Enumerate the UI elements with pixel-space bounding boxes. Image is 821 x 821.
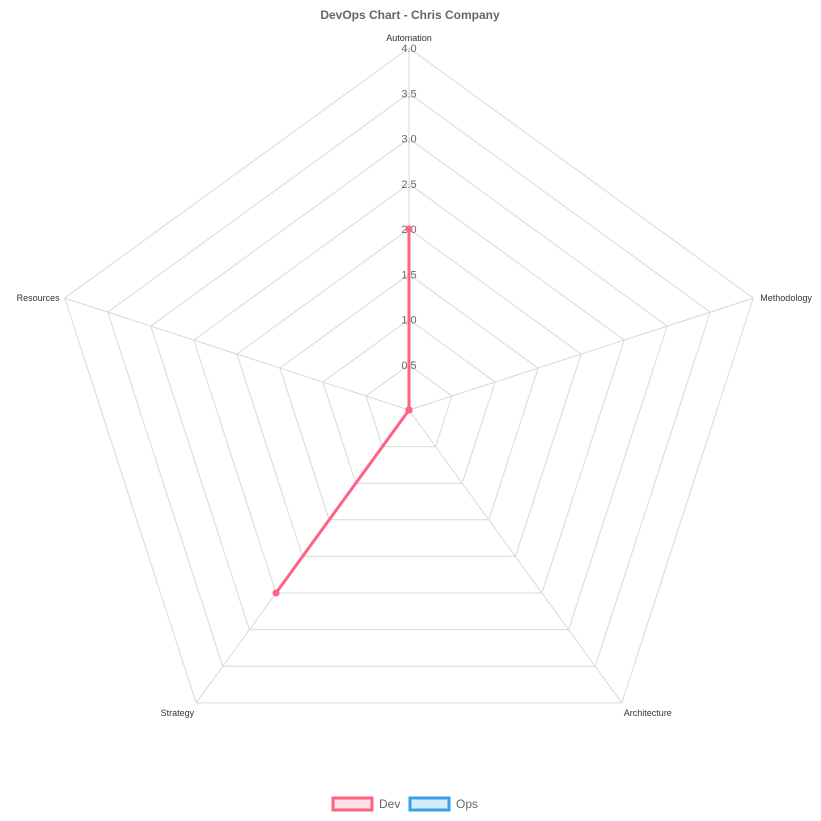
spoke-1 <box>408 297 754 411</box>
legend-swatch-dev <box>331 796 374 812</box>
spoke-2 <box>408 409 623 704</box>
grid-ring-5 <box>150 137 668 631</box>
tick-label-7: 4.0 <box>401 43 416 55</box>
legend-item-dev[interactable]: Dev <box>331 796 400 812</box>
grid-ring-6 <box>107 92 711 667</box>
legend: Dev Ops <box>331 796 478 812</box>
series <box>272 225 413 597</box>
grid-ring-7 <box>64 47 754 704</box>
axis-label-resources: Resources <box>17 293 61 303</box>
axis-label-strategy: Strategy <box>161 708 195 718</box>
grid-ring-2 <box>279 273 539 521</box>
grid-ring-1 <box>322 318 496 484</box>
axis-label-methodology: Methodology <box>760 293 812 303</box>
series-area-dev <box>274 227 411 595</box>
grid-ring-4 <box>193 183 625 594</box>
chart-title: DevOps Chart - Chris Company <box>320 8 500 22</box>
legend-label-dev: Dev <box>379 797 400 811</box>
legend-swatch-ops <box>408 796 451 812</box>
grid-ring-3 <box>236 228 582 557</box>
legend-item-ops[interactable]: Ops <box>408 796 478 812</box>
axis-label-architecture: Architecture <box>624 708 672 718</box>
tick-label-4: 2.5 <box>401 179 416 191</box>
tick-label-6: 3.5 <box>401 88 416 100</box>
point-dev-automation[interactable] <box>405 225 413 233</box>
spoke-4 <box>64 297 410 411</box>
point-dev-resources[interactable] <box>405 406 413 414</box>
legend-label-ops: Ops <box>456 797 478 811</box>
grid-ring-0 <box>365 364 453 448</box>
axis-labels: Automation Methodology Architecture Strateg… <box>17 33 813 718</box>
point-dev-strategy[interactable] <box>272 589 280 597</box>
axis-label-automation: Automation <box>386 33 432 43</box>
series-dev <box>272 225 413 597</box>
tick-label-5: 3.0 <box>401 134 416 146</box>
